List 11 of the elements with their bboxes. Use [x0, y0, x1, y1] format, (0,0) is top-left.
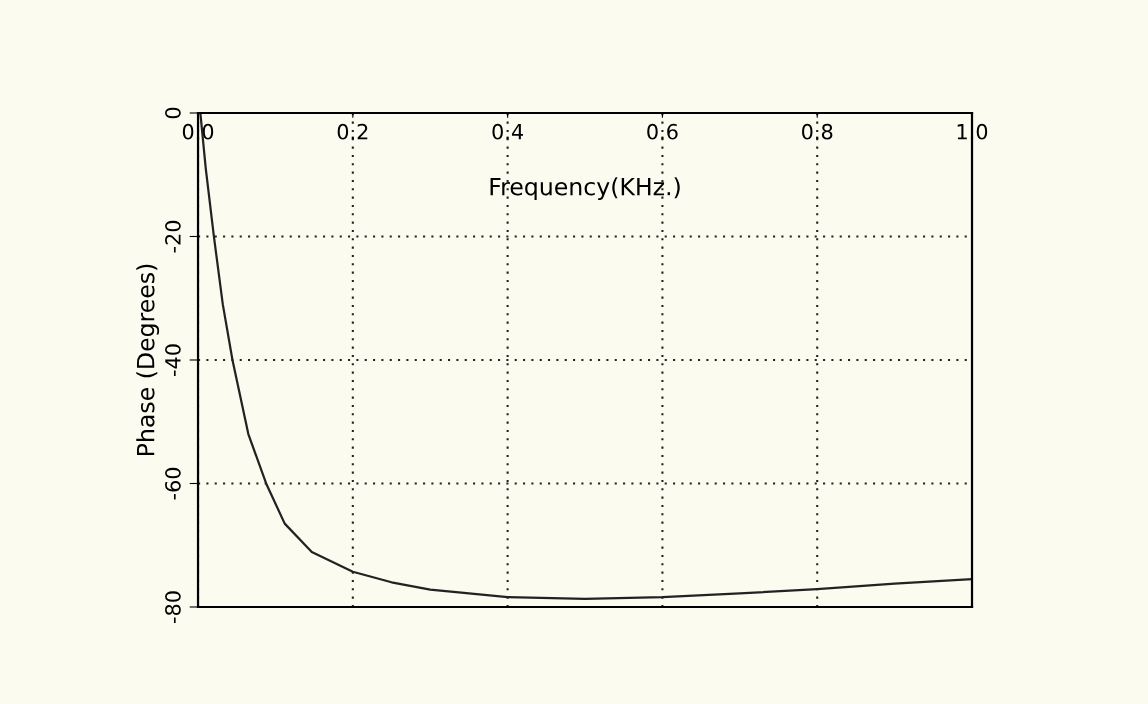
y-tick-label: -20 — [165, 220, 181, 253]
y-axis-title: Phase (Degrees) — [136, 264, 160, 455]
x-tick-label: 0.6 — [647, 123, 678, 140]
y-tick-label: -80 — [165, 591, 181, 623]
x-axis-title: Frequency(KHz.) — [490, 177, 680, 201]
y-tick-label: -40 — [165, 344, 181, 376]
y-tick-label: -60 — [165, 467, 181, 500]
x-tick-label: 0.2 — [337, 123, 368, 140]
x-tick-label: 0.4 — [492, 123, 524, 140]
y-tick-label: 0 — [165, 107, 181, 119]
x-tick-label: 0.8 — [802, 123, 833, 140]
